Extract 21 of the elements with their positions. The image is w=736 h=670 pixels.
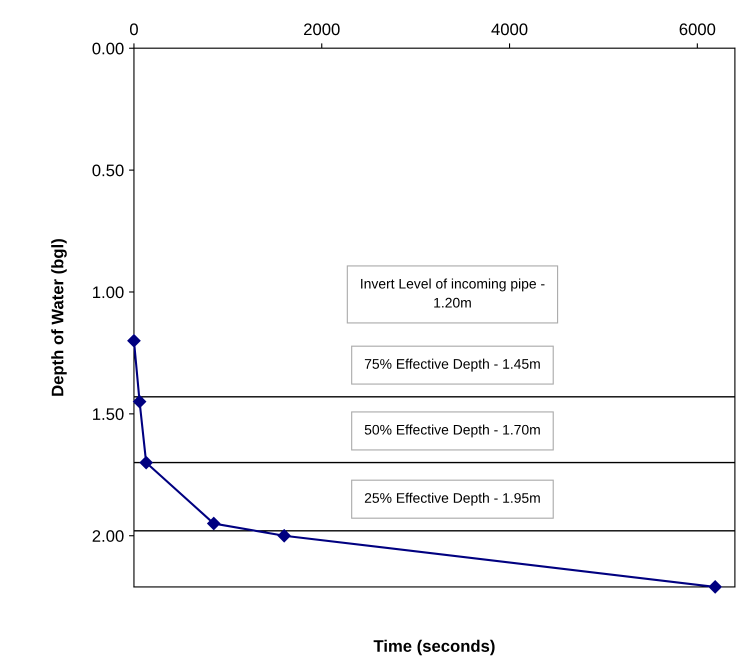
- y-axis-title: Depth of Water (bgl): [51, 239, 67, 396]
- x-axis-title: Time (seconds): [374, 640, 495, 656]
- y-tick-label: 2.00: [92, 530, 124, 542]
- x-tick-label: 4000: [491, 23, 528, 36]
- x-tick-label: 0: [130, 23, 138, 36]
- point: [278, 529, 291, 542]
- y-tick-label: 0.00: [92, 42, 124, 54]
- point: [140, 456, 153, 470]
- ref-line-label: 25% Effective Depth - 1.95m: [364, 492, 540, 506]
- point: [127, 334, 141, 348]
- ref-line-label: 50% Effective Depth - 1.70m: [364, 424, 540, 438]
- y-tick-label: 1.00: [93, 286, 124, 298]
- x-tick-label: 2000: [304, 23, 340, 36]
- y-tick-label: 1.50: [93, 408, 124, 420]
- point: [708, 580, 722, 594]
- point: [133, 395, 146, 408]
- ref-line-label: 75% Effective Depth - 1.45m: [364, 358, 540, 372]
- x-tick-label: 6000: [680, 23, 716, 36]
- point: [207, 516, 220, 530]
- y-tick-label: 0.50: [92, 164, 124, 176]
- annotation: Invert Level of incoming pipe - 1.20m: [361, 278, 544, 308]
